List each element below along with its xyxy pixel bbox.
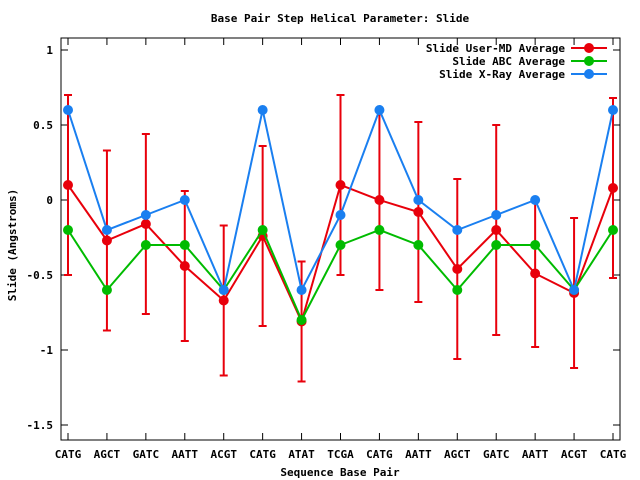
data-point	[140, 240, 151, 250]
data-point	[335, 210, 346, 220]
y-tick-label: -1	[40, 344, 54, 357]
data-point	[63, 105, 73, 115]
data-point	[257, 105, 268, 115]
legend-marker	[584, 69, 594, 79]
data-point	[452, 225, 463, 235]
y-tick-label: -0.5	[27, 269, 54, 282]
data-point	[374, 195, 385, 205]
data-point	[179, 240, 190, 250]
data-point	[491, 225, 502, 235]
data-point	[140, 219, 151, 229]
data-point	[530, 195, 541, 205]
data-point	[218, 285, 229, 295]
x-tick-label: GATC	[133, 448, 160, 461]
legend-label: Slide User-MD Average	[426, 42, 565, 55]
data-point	[101, 235, 112, 246]
data-point	[140, 210, 151, 220]
legend-marker	[584, 56, 594, 66]
x-tick-label: CATG	[55, 448, 82, 461]
data-point	[413, 195, 424, 205]
chart-title: Base Pair Step Helical Parameter: Slide	[211, 12, 470, 25]
y-tick-label: 0.5	[33, 119, 53, 132]
data-point	[452, 285, 463, 295]
x-tick-label: CATG	[600, 448, 627, 461]
data-point	[179, 261, 190, 271]
data-point	[452, 264, 463, 274]
data-point	[218, 295, 229, 306]
data-point	[101, 225, 112, 235]
legend-marker	[584, 43, 594, 53]
y-tick-label: 0	[46, 194, 53, 207]
data-point	[608, 183, 618, 193]
x-tick-label: ACGT	[561, 448, 588, 461]
y-tick-label: 1	[46, 44, 53, 57]
data-point	[335, 240, 346, 250]
series-layer	[63, 94, 618, 383]
data-point	[101, 285, 112, 295]
x-tick-label: TCGA	[327, 448, 354, 461]
x-tick-label: AGCT	[444, 448, 471, 461]
x-tick-label: AATT	[172, 448, 199, 461]
legend-label: Slide X-Ray Average	[439, 68, 565, 81]
data-point	[335, 180, 346, 190]
series-group	[63, 105, 618, 295]
data-point	[491, 240, 502, 250]
data-point	[413, 207, 424, 217]
series-group	[63, 180, 618, 327]
x-axis-label: Sequence Base Pair	[280, 466, 400, 479]
x-tick-label: AGCT	[94, 448, 121, 461]
x-tick-label: AATT	[405, 448, 432, 461]
x-tick-label: ATAT	[288, 448, 315, 461]
legend-label: Slide ABC Average	[452, 55, 565, 68]
data-point	[374, 225, 385, 235]
x-tick-label: CATG	[366, 448, 393, 461]
data-point	[608, 105, 618, 115]
x-axis-ticks: CATG AGCT GATC AATT ACGT CATG ATAT TCGA CATG AATT…	[55, 38, 627, 461]
y-axis-label: Slide (Angstroms)	[6, 189, 19, 302]
x-tick-label: CATG	[249, 448, 276, 461]
data-point	[491, 210, 502, 220]
y-tick-label: -1.5	[27, 419, 54, 432]
data-point	[296, 285, 307, 295]
data-point	[569, 285, 580, 295]
data-point	[374, 105, 385, 115]
series-group	[63, 225, 618, 325]
data-point	[413, 240, 424, 250]
data-point	[608, 225, 618, 235]
data-point	[179, 195, 190, 205]
x-tick-label: GATC	[483, 448, 510, 461]
data-point	[530, 268, 541, 279]
x-tick-label: AATT	[522, 448, 549, 461]
data-point	[296, 315, 307, 325]
x-tick-label: ACGT	[210, 448, 237, 461]
data-point	[63, 180, 73, 190]
y-axis-ticks: 1 0.5 0 -0.5 -1 -1.5	[27, 44, 620, 432]
data-point	[257, 225, 268, 235]
data-point	[530, 240, 541, 250]
data-point	[63, 225, 73, 235]
